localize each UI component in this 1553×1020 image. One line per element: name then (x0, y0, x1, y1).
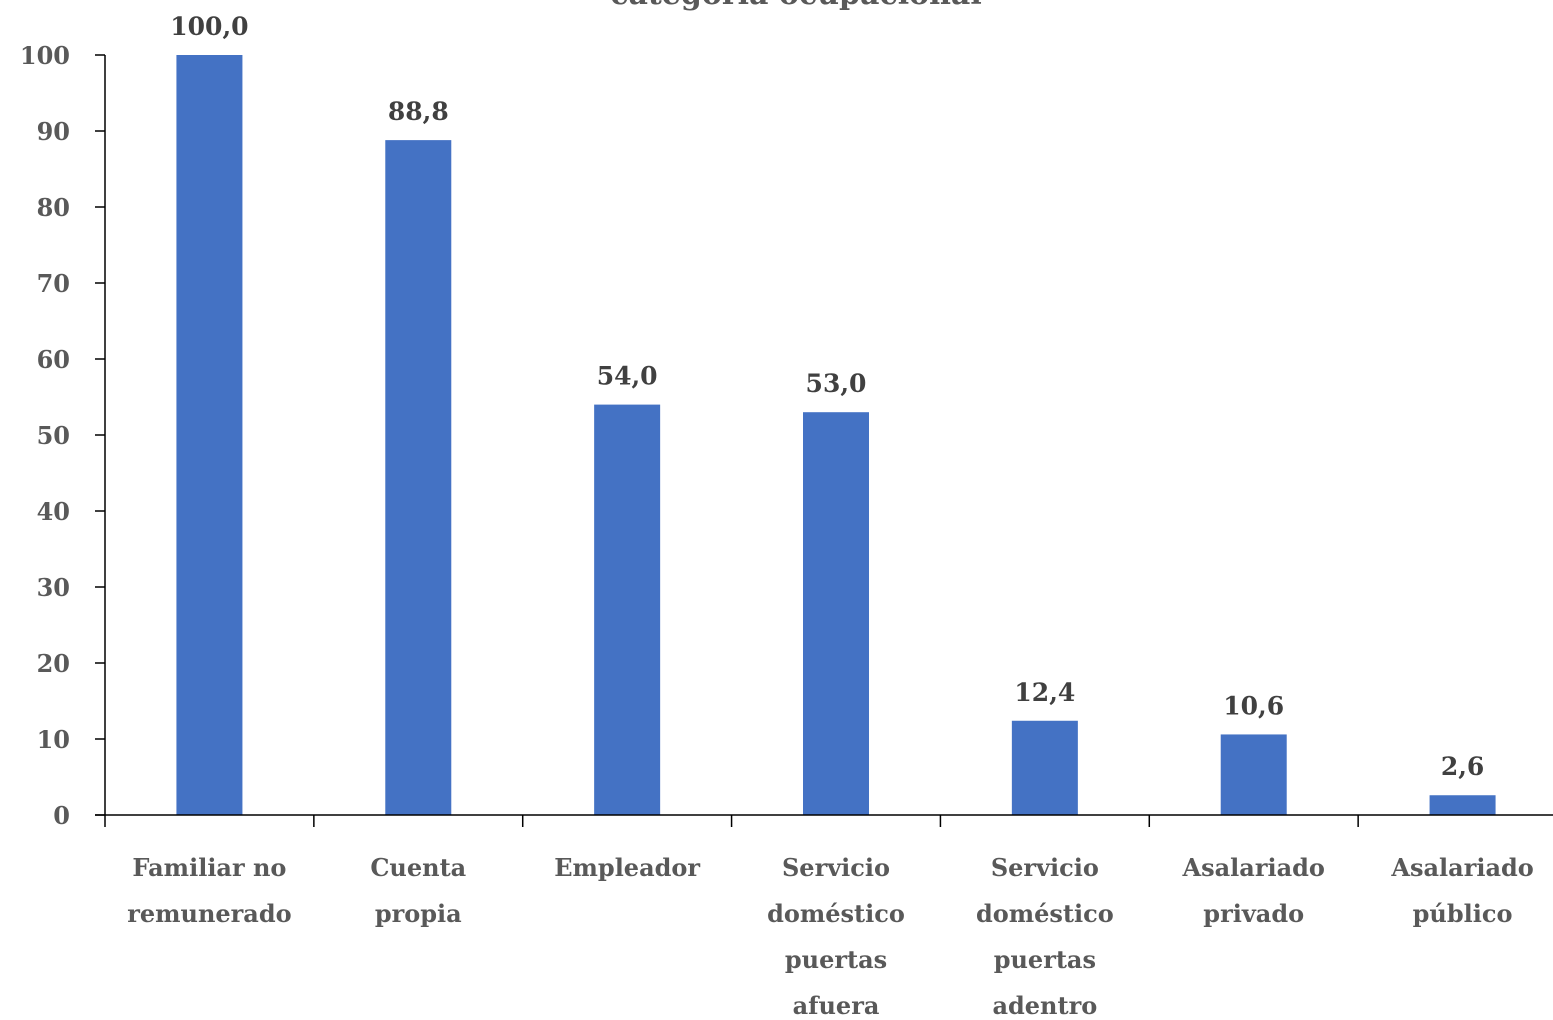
y-axis: 0 10 20 30 40 50 60 70 80 90 100 (20, 41, 106, 830)
x-category-label: Servicio doméstico puertas afuera (767, 853, 905, 1020)
bars (176, 55, 1496, 815)
x-category-label-line: puertas (785, 945, 887, 974)
bar (1429, 795, 1496, 815)
x-category-label-line: puertas (994, 945, 1096, 974)
x-category-label: Asalariado público (1390, 853, 1533, 928)
y-tick-label: 20 (37, 649, 70, 678)
bar (176, 55, 243, 815)
y-tick-label: 50 (37, 421, 70, 450)
y-tick-label: 30 (37, 573, 70, 602)
y-tick-label: 10 (37, 725, 70, 754)
bar (1220, 734, 1287, 815)
data-label: 54,0 (597, 362, 658, 391)
x-category-label-line: público (1413, 899, 1513, 928)
x-category-label: Familiar no remunerado (127, 853, 291, 928)
bar (594, 404, 661, 815)
bar (385, 140, 452, 815)
chart-title: categoría ocupacional (610, 0, 982, 12)
x-category-label-line: doméstico (767, 899, 905, 928)
y-tick-label: 90 (37, 117, 70, 146)
y-tick-label: 100 (20, 41, 70, 70)
x-axis: Familiar no remunerado Cuenta propia Emplead… (95, 814, 1553, 1020)
data-label: 12,4 (1014, 678, 1075, 707)
bar (1011, 720, 1078, 815)
x-category-label: Servicio doméstico puertas adentro (976, 853, 1114, 1020)
x-category-label-line: Asalariado (1390, 853, 1533, 882)
x-category-label-line: afuera (793, 991, 880, 1020)
x-category-label-line: Servicio (991, 853, 1099, 882)
x-category-label-line: Asalariado (1181, 853, 1324, 882)
y-tick-label: 0 (53, 801, 70, 830)
x-category-label: Cuenta propia (370, 853, 466, 928)
x-category-label-line: doméstico (976, 899, 1114, 928)
data-label: 2,6 (1441, 752, 1485, 781)
data-labels: 100,0 88,8 54,0 53,0 12,4 10,6 2,6 (170, 12, 1484, 781)
x-category-label-line: adentro (992, 991, 1097, 1020)
x-category-label-line: Cuenta (370, 853, 466, 882)
data-label: 100,0 (170, 12, 248, 41)
x-category-label-line: Familiar no (132, 853, 286, 882)
x-category-label: Empleador (554, 853, 700, 882)
y-tick-label: 70 (37, 269, 70, 298)
x-category-label-line: Empleador (554, 853, 700, 882)
x-category-label-line: remunerado (127, 899, 291, 928)
y-tick-label: 40 (37, 497, 70, 526)
data-label: 10,6 (1223, 691, 1284, 720)
bar (803, 412, 869, 815)
y-tick-label: 80 (37, 193, 70, 222)
x-category-label: Asalariado privado (1181, 853, 1324, 928)
x-category-label-line: Servicio (782, 853, 890, 882)
x-category-label-line: privado (1203, 899, 1304, 928)
x-category-label-line: propia (375, 899, 462, 928)
y-tick-label: 60 (37, 345, 70, 374)
data-label: 88,8 (388, 97, 449, 126)
data-label: 53,0 (806, 369, 867, 398)
